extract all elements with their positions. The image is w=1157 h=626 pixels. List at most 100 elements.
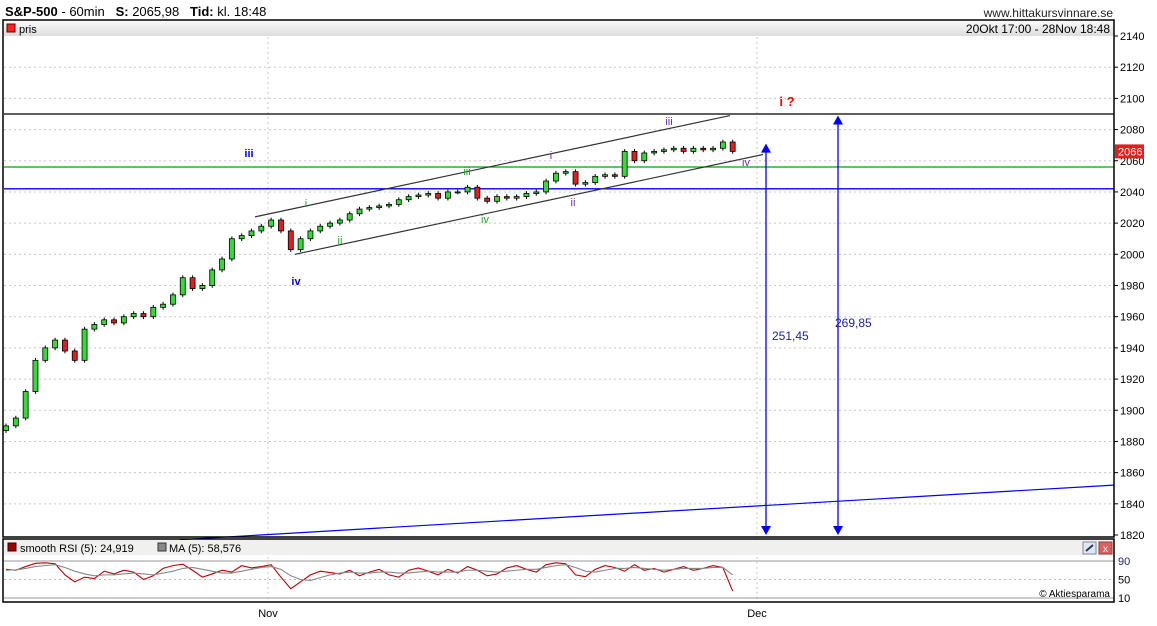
y-tick-label: 2100	[1120, 93, 1144, 105]
wave-label: i	[550, 150, 552, 162]
candle	[553, 172, 559, 182]
measure-label: 269,85	[835, 316, 872, 330]
candle	[562, 171, 569, 174]
candle	[572, 171, 579, 185]
y-tick-label: 1840	[1120, 499, 1144, 511]
arrow-up-icon	[833, 115, 843, 125]
candle	[425, 193, 432, 196]
wave-label: ii	[571, 197, 576, 209]
candle	[32, 359, 39, 392]
y-tick-label: 1960	[1120, 312, 1144, 324]
candle	[81, 328, 88, 361]
candle	[62, 339, 68, 352]
arrow-down-icon	[761, 526, 771, 535]
candle	[729, 141, 736, 152]
interval: - 60min	[61, 4, 105, 19]
candle	[111, 319, 117, 324]
candle	[170, 294, 176, 305]
candle	[248, 230, 255, 236]
date-range: 20Okt 17:00 - 28Nov 18:48	[966, 22, 1110, 36]
candle	[690, 147, 697, 152]
wave-label: iii	[665, 116, 672, 128]
candle	[356, 208, 363, 215]
wave-label: iv	[481, 214, 489, 226]
candle	[464, 186, 471, 193]
s-label: S:	[115, 4, 129, 19]
candle	[680, 147, 687, 152]
wave-label: iii	[463, 166, 470, 178]
wave-label: i	[305, 198, 307, 210]
wave-label: iv	[742, 157, 750, 169]
candle	[641, 152, 648, 162]
candle	[523, 193, 530, 198]
candle	[307, 230, 314, 240]
ma-legend-swatch	[157, 542, 167, 552]
candle	[631, 150, 638, 162]
candle	[670, 147, 677, 151]
candle	[140, 313, 147, 318]
tid-value: kl. 18:48	[217, 4, 267, 19]
candle	[415, 194, 422, 198]
candle	[592, 175, 599, 183]
candle	[317, 225, 324, 232]
candle	[327, 222, 333, 227]
rsi-tick-label: 90	[1118, 556, 1130, 568]
candle	[130, 313, 137, 318]
candle	[346, 213, 353, 221]
site-link[interactable]: www.hittakursvinnare.se	[983, 6, 1113, 20]
candle	[189, 277, 196, 290]
y-tick-label: 1820	[1120, 530, 1144, 542]
price-legend: pris	[19, 24, 37, 36]
candle	[719, 141, 726, 149]
arrow-up-icon	[761, 143, 771, 153]
candle	[513, 196, 520, 199]
candle	[12, 417, 19, 427]
rsi-line	[5, 562, 734, 592]
candle	[3, 425, 9, 431]
ma-line	[5, 564, 734, 581]
rsi-legend: smooth RSI (5): 24,919	[20, 543, 134, 555]
candle	[484, 197, 491, 202]
arrow-down-icon	[833, 526, 843, 535]
candle	[219, 258, 225, 271]
candle	[405, 196, 412, 201]
candle	[228, 238, 235, 260]
candle	[336, 219, 343, 224]
candle	[651, 150, 658, 154]
candle	[278, 219, 284, 232]
svg-text:x: x	[1103, 544, 1108, 555]
y-tick-label: 2140	[1120, 31, 1144, 43]
candle	[543, 180, 549, 193]
symbol: S&P-500	[5, 4, 58, 19]
price-panel-frame	[2, 19, 1115, 538]
candle	[474, 186, 481, 199]
channel-lower-line	[294, 153, 764, 255]
price-panel-header	[4, 21, 1114, 36]
y-tick-label: 2120	[1120, 62, 1144, 74]
y-tick-label: 1940	[1120, 343, 1144, 355]
y-tick-label: 2020	[1120, 218, 1144, 230]
candle	[435, 193, 441, 199]
tid-label: Tid:	[190, 4, 214, 19]
x-tick-label: Dec	[747, 608, 767, 620]
candle	[710, 147, 716, 151]
y-tick-label: 1900	[1120, 405, 1144, 417]
close-icon[interactable]: x	[1098, 541, 1113, 555]
candle	[160, 303, 167, 308]
y-tick-label: 2040	[1120, 187, 1144, 199]
candle	[199, 285, 206, 290]
candle	[621, 150, 628, 177]
price-legend-swatch	[6, 23, 16, 33]
candle	[503, 196, 510, 199]
candle	[533, 191, 540, 194]
wave-label: iii	[244, 148, 253, 160]
candle	[101, 319, 108, 325]
candle	[268, 219, 275, 227]
last-price-label: 2066	[1118, 146, 1142, 158]
y-tick-label: 1980	[1120, 281, 1144, 293]
rsi-tick-label: 50	[1118, 575, 1130, 587]
measure-label: 251,45	[772, 329, 809, 343]
wrench-icon[interactable]	[1082, 541, 1097, 555]
